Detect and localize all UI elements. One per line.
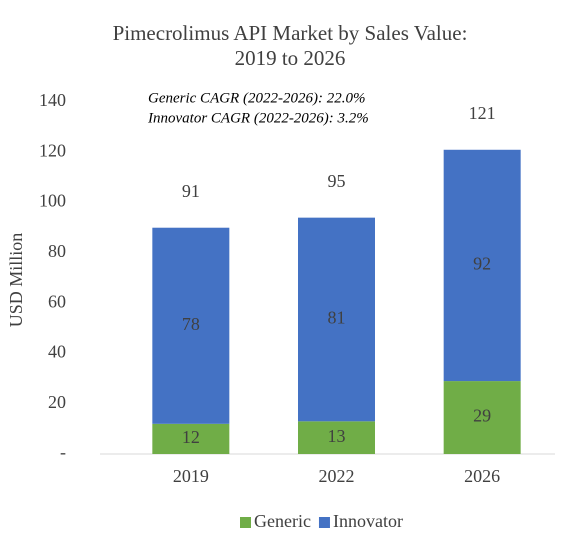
legend-swatch [240, 517, 251, 528]
chart-title: Pimecrolimus API Market by Sales Value: [113, 21, 468, 45]
legend-label: Innovator [333, 511, 403, 531]
x-tick-label: 2019 [173, 466, 209, 486]
y-tick-label: 140 [39, 90, 66, 110]
y-tick-label: 20 [48, 392, 66, 412]
total-label: 95 [328, 171, 346, 191]
x-tick-label: 2022 [319, 466, 355, 486]
data-label: 92 [473, 254, 491, 274]
y-tick-label: 40 [48, 342, 66, 362]
data-label: 12 [182, 427, 200, 447]
annotation: Innovator CAGR (2022-2026): 3.2% [147, 110, 369, 126]
data-label: 29 [473, 406, 491, 426]
y-tick-label: 80 [48, 241, 66, 261]
y-tick-label: 120 [39, 140, 66, 160]
total-label: 121 [469, 103, 496, 123]
y-tick-label: 60 [48, 291, 66, 311]
data-label: 13 [328, 426, 346, 446]
bar-segment [443, 381, 521, 454]
bar-segment [298, 217, 375, 422]
bar-segment [152, 423, 230, 454]
data-label: 78 [182, 314, 200, 334]
y-tick-label: - [60, 442, 66, 462]
legend-label: Generic [254, 511, 311, 531]
total-label: 91 [182, 181, 200, 201]
data-label: 81 [328, 308, 346, 328]
y-axis-label: USD Million [6, 233, 26, 328]
annotation: Generic CAGR (2022-2026): 22.0% [148, 90, 365, 106]
bar-segment [152, 227, 230, 424]
x-tick-label: 2026 [464, 466, 500, 486]
chart-title: 2019 to 2026 [235, 46, 346, 70]
legend-swatch [318, 517, 330, 528]
bar-segment [298, 421, 375, 454]
y-tick-label: 100 [39, 191, 66, 211]
bar-segment [443, 149, 521, 382]
